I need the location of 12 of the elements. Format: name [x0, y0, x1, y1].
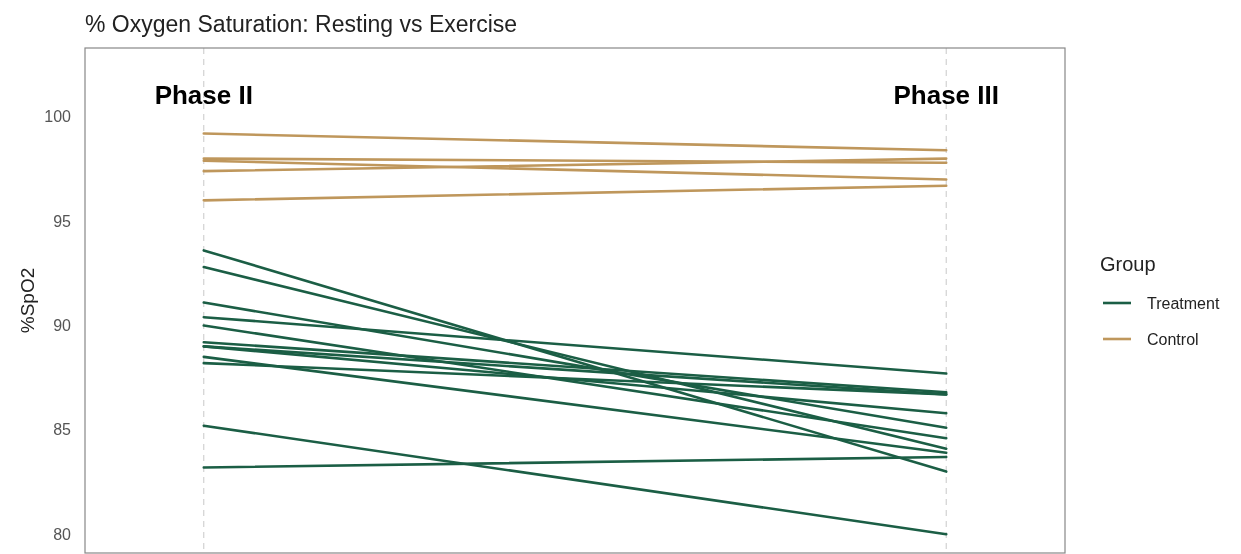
y-tick-label: 95 [53, 212, 72, 230]
legend-label: Control [1147, 330, 1199, 348]
x-tick-label: Phase III [893, 80, 999, 110]
chart-title: % Oxygen Saturation: Resting vs Exercise [85, 11, 518, 37]
y-tick-label: 90 [53, 317, 72, 335]
y-axis-title: %SpO2 [17, 267, 38, 334]
y-tick-label: 100 [44, 108, 72, 126]
legend-title: Group [1100, 253, 1156, 275]
x-tick-label: Phase II [154, 80, 253, 110]
y-tick-label: 80 [53, 525, 72, 543]
legend-label: Treatment [1147, 294, 1220, 312]
y-tick-label: 85 [53, 421, 72, 439]
